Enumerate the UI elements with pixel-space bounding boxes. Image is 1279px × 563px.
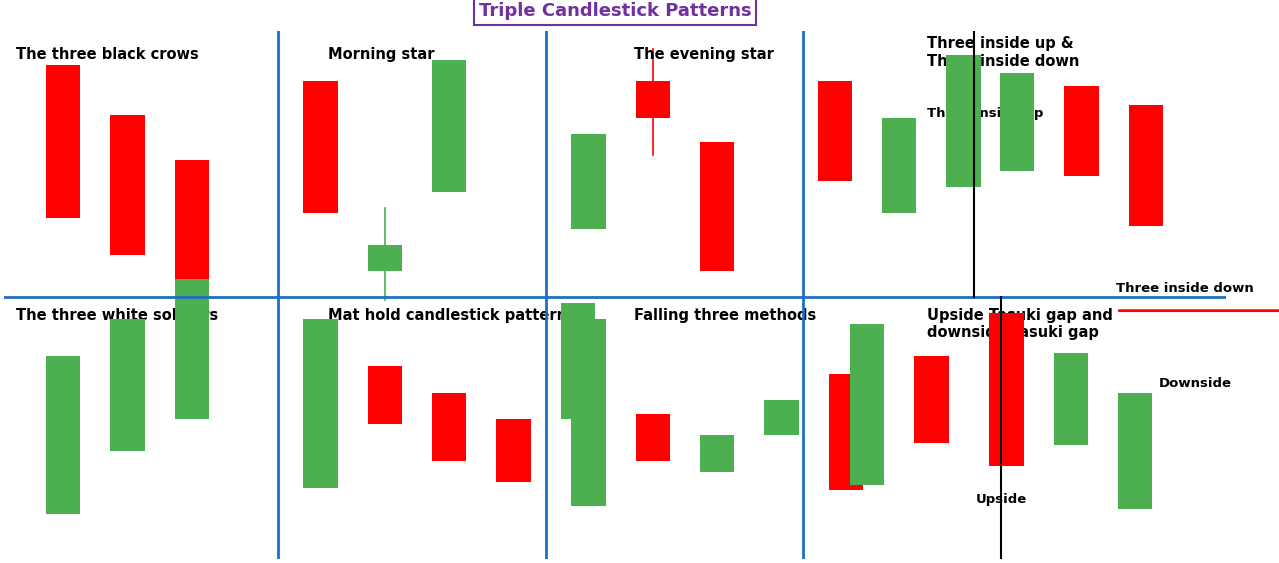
- Bar: [700, 435, 734, 472]
- Bar: [560, 303, 595, 419]
- Text: Downside: Downside: [1159, 377, 1232, 390]
- Bar: [1054, 353, 1088, 445]
- Bar: [1064, 86, 1099, 176]
- Text: Morning star: Morning star: [327, 47, 435, 62]
- Bar: [1129, 105, 1163, 226]
- Bar: [636, 414, 670, 461]
- Bar: [851, 324, 884, 485]
- Bar: [817, 81, 852, 181]
- Text: Three inside down: Three inside down: [1117, 282, 1253, 294]
- Bar: [990, 314, 1023, 466]
- Bar: [175, 160, 208, 284]
- Text: Mat hold candlestick pattern: Mat hold candlestick pattern: [327, 308, 567, 323]
- Bar: [765, 400, 798, 435]
- Bar: [946, 55, 981, 186]
- Bar: [883, 118, 917, 213]
- Bar: [110, 115, 145, 255]
- Text: Three inside up: Three inside up: [927, 108, 1044, 120]
- Text: Falling three methods: Falling three methods: [633, 308, 816, 323]
- Text: The three white soldiers: The three white soldiers: [17, 308, 219, 323]
- Bar: [1118, 392, 1152, 509]
- Bar: [829, 374, 863, 490]
- Bar: [367, 245, 402, 271]
- Bar: [303, 319, 338, 488]
- Text: The three black crows: The three black crows: [17, 47, 200, 62]
- Text: Three inside up &
Three inside down: Three inside up & Three inside down: [927, 36, 1079, 69]
- Bar: [110, 319, 145, 450]
- Bar: [572, 134, 605, 229]
- Bar: [303, 81, 338, 213]
- Text: Upside: Upside: [976, 493, 1027, 506]
- Bar: [572, 319, 605, 506]
- Bar: [496, 419, 531, 482]
- Text: Upside Tasuki gap and
downside Tasuki gap: Upside Tasuki gap and downside Tasuki ga…: [927, 308, 1113, 341]
- Bar: [432, 392, 467, 461]
- Bar: [46, 65, 81, 218]
- Bar: [1000, 73, 1035, 171]
- Bar: [636, 81, 670, 118]
- Text: The evening star: The evening star: [633, 47, 774, 62]
- Bar: [432, 60, 467, 192]
- Bar: [914, 356, 949, 443]
- Bar: [700, 142, 734, 271]
- Bar: [46, 356, 81, 514]
- Bar: [175, 279, 208, 419]
- Text: Triple Candlestick Patterns: Triple Candlestick Patterns: [478, 2, 752, 20]
- Bar: [367, 366, 402, 424]
